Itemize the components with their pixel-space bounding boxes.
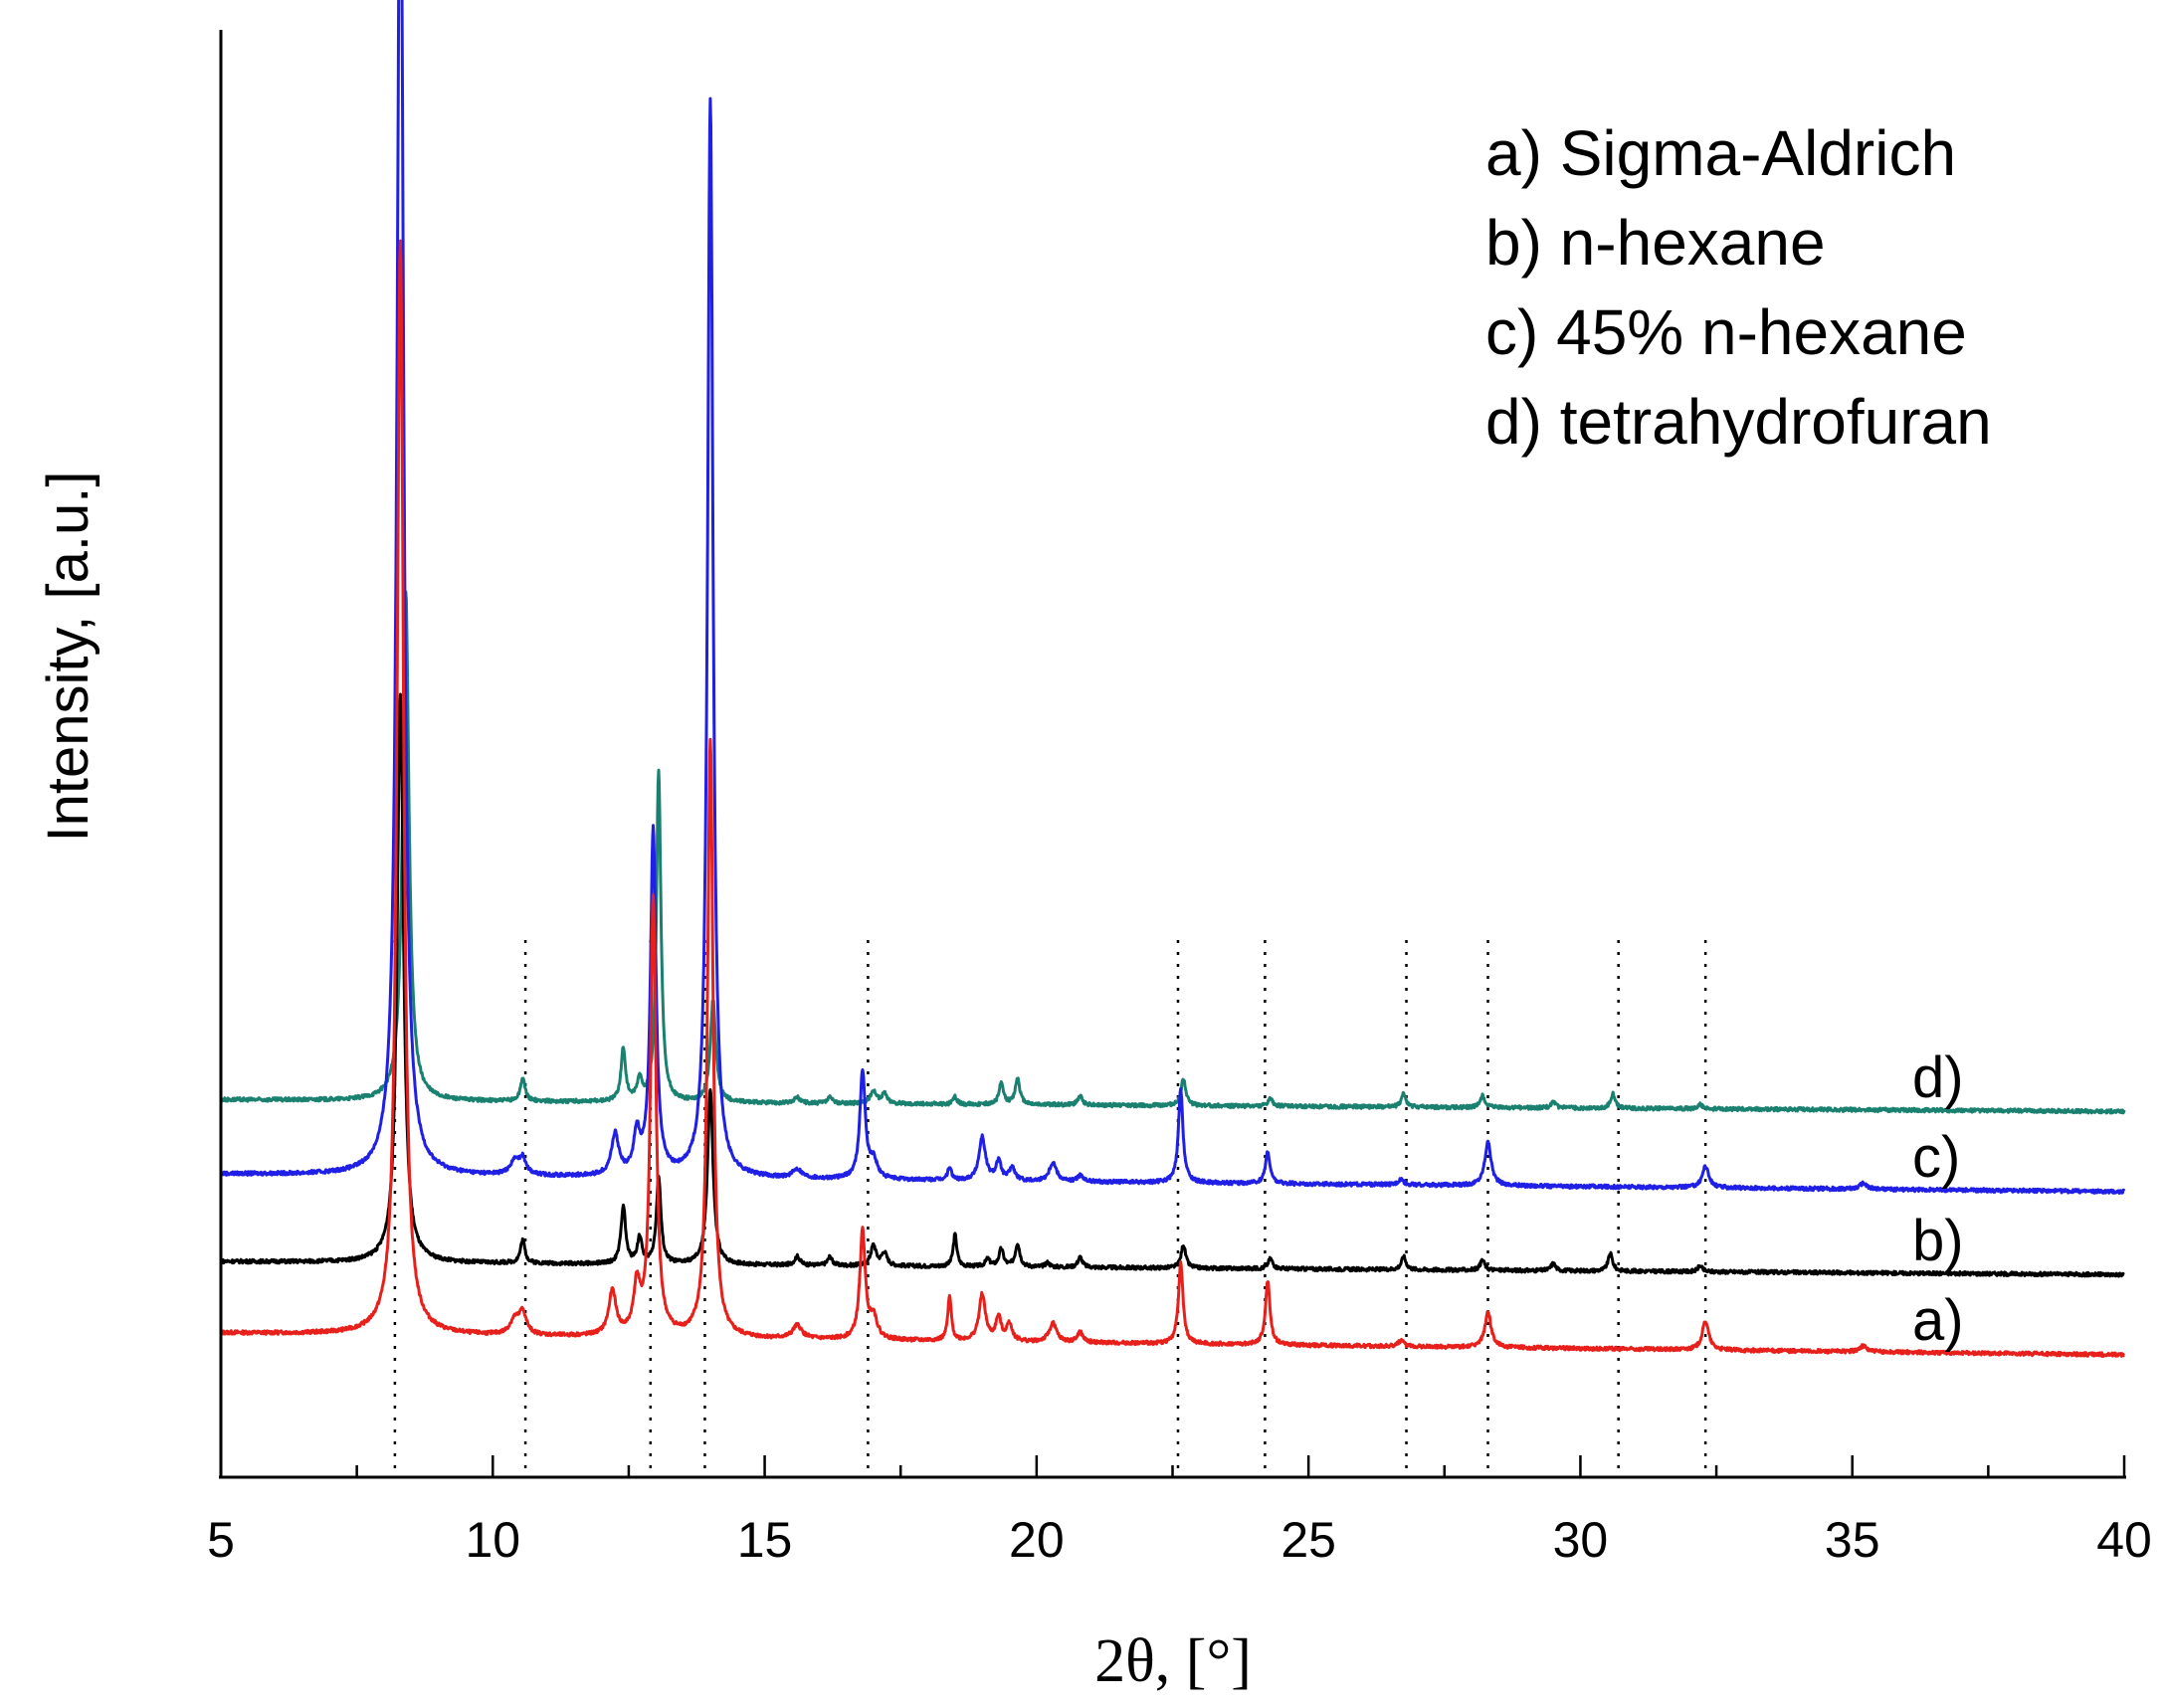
trace-c — [219, 0, 2126, 1195]
x-tick-label-40: 40 — [2096, 1512, 2152, 1568]
x-tick-labels: 5 10 15 20 25 30 35 40 — [207, 1512, 2152, 1568]
trace-label-b: b) — [1912, 1209, 1964, 1273]
trace-b — [220, 692, 2125, 1278]
trace-label-c: c) — [1912, 1125, 1960, 1190]
x-tick-label-35: 35 — [1825, 1512, 1880, 1568]
x-tick-label-30: 30 — [1553, 1512, 1609, 1568]
legend: a) Sigma-Aldrich b) n-hexane c) 45% n-he… — [1485, 117, 1992, 458]
trace-a — [219, 239, 2125, 1358]
x-tick-label-15: 15 — [737, 1512, 793, 1568]
legend-entry-d: d) tetrahydrofuran — [1485, 386, 1992, 458]
legend-entry-a: a) Sigma-Aldrich — [1485, 117, 1956, 189]
y-axis-title: Intensity, [a.u.] — [36, 472, 100, 843]
x-axis-title: 2θ, [°] — [1094, 1627, 1252, 1695]
legend-entry-c: c) 45% n-hexane — [1485, 296, 1967, 368]
x-ticks — [219, 1455, 2126, 1477]
x-tick-label-5: 5 — [207, 1512, 235, 1568]
traces — [219, 0, 2126, 1358]
x-tick-label-10: 10 — [465, 1512, 520, 1568]
x-tick-label-20: 20 — [1009, 1512, 1065, 1568]
trace-label-d: d) — [1912, 1045, 1964, 1110]
x-tick-label-25: 25 — [1280, 1512, 1336, 1568]
trace-d — [219, 590, 2126, 1115]
reference-lines — [393, 940, 1707, 1477]
trace-label-a: a) — [1912, 1288, 1964, 1353]
trace-labels: a) b) c) d) — [1912, 1045, 1964, 1353]
legend-entry-b: b) n-hexane — [1485, 207, 1826, 279]
